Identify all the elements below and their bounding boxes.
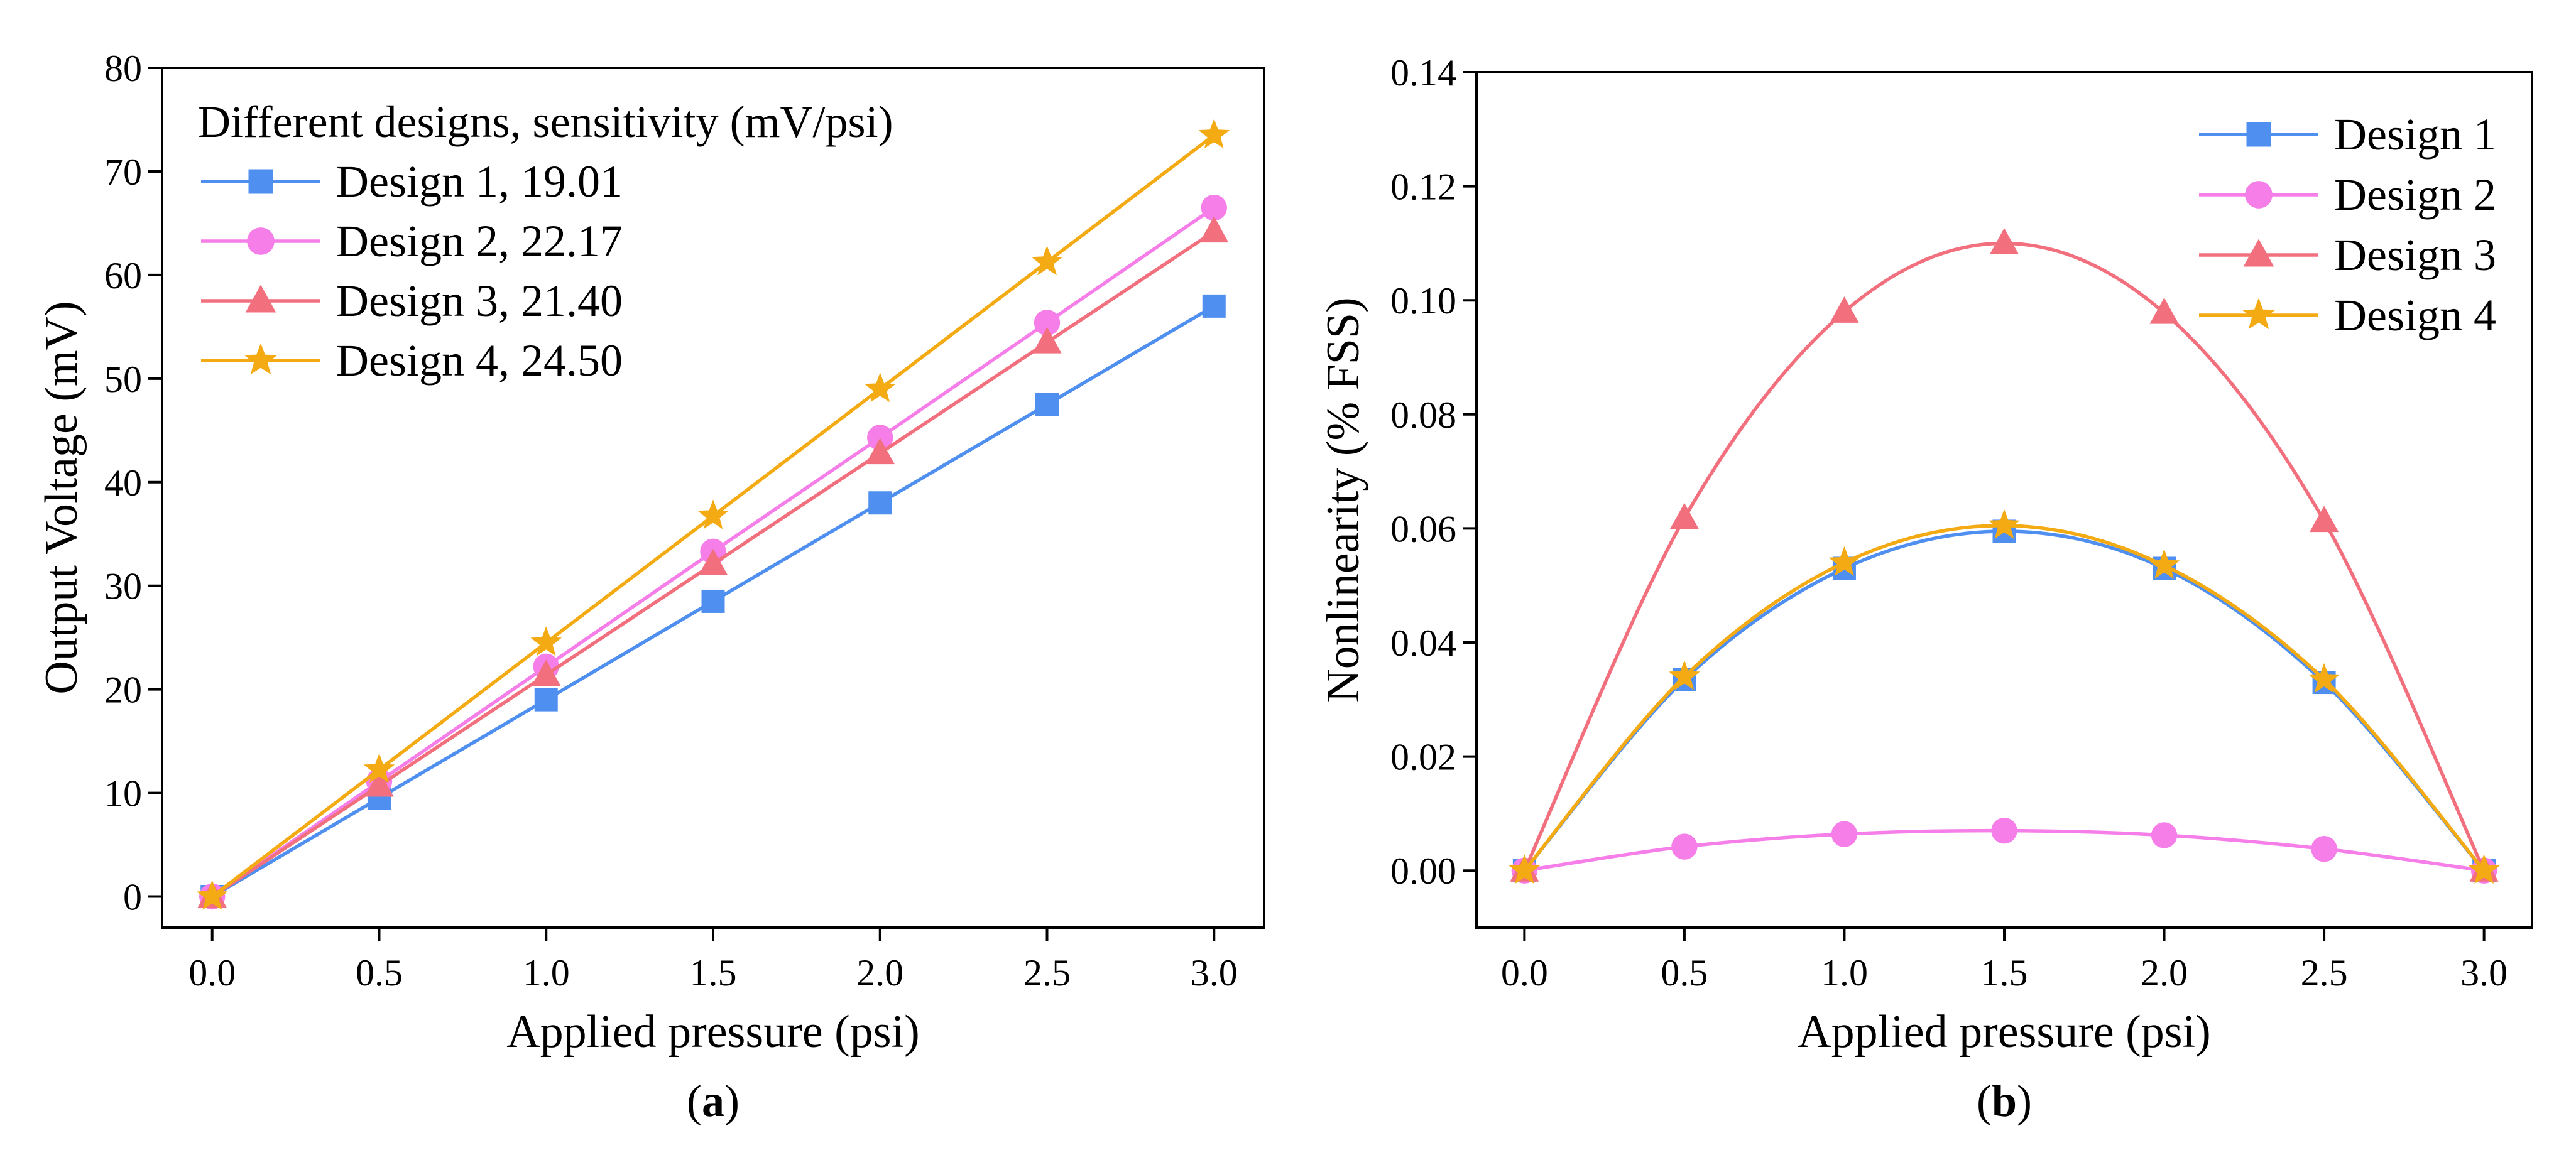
y-tick-label: 0.04 bbox=[1390, 622, 1456, 664]
data-point bbox=[1989, 228, 2019, 254]
data-point bbox=[698, 548, 728, 575]
x-tick-label: 0.5 bbox=[356, 952, 403, 994]
x-tick-label: 1.0 bbox=[523, 952, 570, 994]
data-point bbox=[1035, 393, 1059, 416]
data-point bbox=[2468, 854, 2500, 884]
data-point bbox=[1671, 833, 1698, 860]
data-point bbox=[867, 425, 893, 451]
data-point bbox=[2149, 297, 2179, 324]
x-tick-label: 1.5 bbox=[1981, 952, 2028, 994]
data-point bbox=[1831, 821, 1858, 847]
legend-marker bbox=[248, 169, 273, 194]
panel-label: (a) bbox=[687, 1076, 740, 1126]
data-point bbox=[865, 438, 895, 465]
legend-marker bbox=[2243, 239, 2274, 267]
y-tick-label: 0.02 bbox=[1390, 737, 1456, 778]
y-tick-label: 30 bbox=[104, 566, 142, 607]
y-tick-label: 0 bbox=[123, 877, 142, 918]
y-tick-label: 60 bbox=[104, 255, 142, 296]
x-tick-label: 2.0 bbox=[856, 952, 903, 994]
legend-marker bbox=[2242, 298, 2276, 330]
y-tick-label: 10 bbox=[104, 773, 142, 815]
data-point bbox=[534, 688, 558, 712]
legend-label: Design 1, 19.01 bbox=[336, 156, 623, 207]
data-point bbox=[2311, 835, 2337, 862]
y-tick-label: 0.06 bbox=[1390, 508, 1456, 550]
y-axis-label: Output Voltage (mV) bbox=[36, 301, 87, 694]
legend-marker bbox=[247, 227, 275, 255]
chart-a: 0.0 0.5 1.0 1.5 2.0 2.5 3.0 0 10 20 30 40 50 60 70 80 Ap… bbox=[36, 48, 1265, 1126]
legend-marker bbox=[2245, 181, 2273, 209]
data-point bbox=[2308, 663, 2340, 693]
data-point bbox=[697, 499, 729, 529]
data-point bbox=[1201, 194, 1227, 221]
legend: Different designs, sensitivity (mV/psi) D… bbox=[198, 97, 893, 386]
data-point bbox=[1199, 216, 1229, 243]
x-tick-label: 2.5 bbox=[1023, 952, 1071, 994]
y-axis-label: Nonlinearity (% FSS) bbox=[1318, 297, 1369, 702]
data-point bbox=[1669, 502, 1699, 529]
data-point bbox=[868, 491, 892, 515]
x-tick-label: 0.5 bbox=[1661, 952, 1708, 994]
data-point bbox=[363, 753, 395, 783]
x-tick-label: 2.0 bbox=[2141, 952, 2188, 994]
legend-label: Design 3, 21.40 bbox=[336, 276, 623, 326]
data-point bbox=[530, 626, 562, 656]
y-tick-label: 70 bbox=[104, 151, 142, 193]
y-tick-label: 80 bbox=[104, 48, 142, 89]
legend: Design 1 Design 2 Design 3 Design 4 bbox=[2199, 109, 2496, 340]
x-tick-label: 2.5 bbox=[2301, 952, 2348, 994]
legend-label: Design 1 bbox=[2334, 109, 2496, 160]
legend-label: Design 2 bbox=[2334, 170, 2496, 220]
legend-label: Design 2, 22.17 bbox=[336, 216, 623, 266]
legend-marker bbox=[245, 285, 276, 313]
panel-label: (b) bbox=[1977, 1076, 2032, 1126]
data-point bbox=[2310, 506, 2339, 533]
data-point bbox=[1669, 660, 1700, 690]
data-point bbox=[1034, 310, 1061, 336]
data-point bbox=[1032, 327, 1062, 354]
legend-marker bbox=[2246, 122, 2271, 147]
x-tick-label: 1.0 bbox=[1821, 952, 1868, 994]
x-tick-label: 3.0 bbox=[1191, 952, 1238, 994]
data-point bbox=[1198, 119, 1230, 149]
data-point bbox=[532, 659, 561, 686]
legend-marker bbox=[244, 343, 278, 375]
y-tick-label: 0.14 bbox=[1390, 52, 1456, 94]
data-point bbox=[1830, 296, 1859, 323]
data-point bbox=[2151, 822, 2178, 848]
data-point bbox=[1991, 817, 2017, 844]
data-point bbox=[701, 589, 725, 613]
x-axis-label: Applied pressure (psi) bbox=[506, 1006, 920, 1058]
y-tick-label: 0.10 bbox=[1390, 280, 1456, 322]
data-point bbox=[1202, 294, 1226, 318]
legend-title: Different designs, sensitivity (mV/psi) bbox=[198, 97, 893, 147]
x-axis-label: Applied pressure (psi) bbox=[1798, 1006, 2211, 1058]
data-point bbox=[1828, 546, 1860, 576]
data-point bbox=[1509, 854, 1541, 884]
data-point bbox=[864, 372, 896, 403]
legend-label: Design 3 bbox=[2334, 230, 2496, 280]
data-point bbox=[1031, 246, 1063, 276]
data-point bbox=[2148, 549, 2180, 579]
x-tick-label: 0.0 bbox=[188, 952, 236, 994]
legend-label: Design 4, 24.50 bbox=[336, 335, 623, 386]
data-point bbox=[1989, 509, 2020, 539]
plot-frame bbox=[161, 67, 1265, 929]
legend-label: Design 4 bbox=[2334, 290, 2496, 340]
chart-b: 0.0 0.5 1.0 1.5 2.0 2.5 3.0 0.00 0.02 0.04 0.06 0.0… bbox=[1318, 52, 2533, 1126]
y-tick-label: 0.08 bbox=[1390, 394, 1456, 436]
y-tick-label: 0.12 bbox=[1390, 166, 1456, 208]
y-tick-label: 40 bbox=[104, 462, 142, 504]
data-point bbox=[196, 880, 228, 910]
y-tick-label: 0.00 bbox=[1390, 850, 1456, 892]
data-point bbox=[364, 770, 394, 797]
y-tick-label: 20 bbox=[104, 669, 142, 711]
x-tick-label: 1.5 bbox=[690, 952, 737, 994]
x-tick-label: 0.0 bbox=[1501, 952, 1548, 994]
y-tick-label: 50 bbox=[104, 359, 142, 400]
x-tick-label: 3.0 bbox=[2460, 952, 2508, 994]
